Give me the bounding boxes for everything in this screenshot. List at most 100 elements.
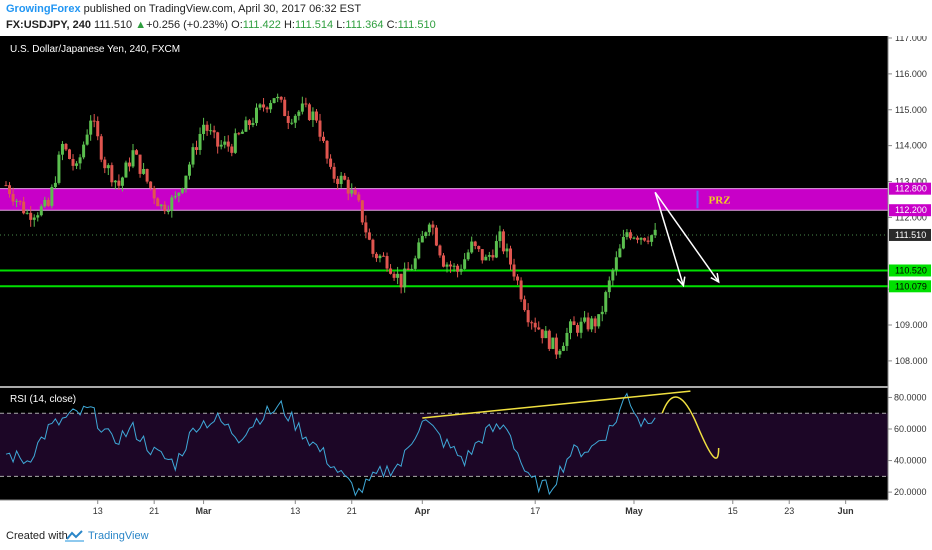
up-arrow-icon: ▲	[135, 19, 147, 31]
projection-arrow-1	[654, 192, 685, 286]
candle-body-5	[22, 201, 26, 214]
candle-body-58	[209, 130, 213, 132]
candle-body-83	[297, 111, 301, 116]
candle-body-144	[512, 264, 516, 277]
candle-body-72	[258, 104, 262, 108]
candle-body-84	[300, 103, 304, 112]
tradingview-logo-icon	[65, 530, 84, 542]
price-level-badge-1	[889, 204, 931, 217]
candle-body-41	[149, 181, 153, 188]
candle-body-42	[152, 187, 156, 199]
low-value: 111.364	[345, 19, 384, 31]
time-tick-label-6: 17	[530, 506, 540, 516]
candle-body-147	[523, 299, 527, 311]
symbol-label: FX:USDJPY, 240	[6, 19, 91, 31]
candle-body-33	[120, 177, 124, 186]
candle-body-48	[173, 195, 177, 198]
rsi-tick-label-2: 40.0000	[894, 456, 927, 466]
candle-body-78	[279, 96, 283, 100]
candle-body-173	[614, 257, 618, 271]
candle-body-181	[643, 237, 647, 241]
publisher-name[interactable]: GrowingForex	[6, 3, 81, 15]
candle-body-19	[71, 158, 75, 166]
candle-body-4	[18, 200, 22, 202]
time-tick-label-9: 23	[784, 506, 794, 516]
candle-body-89	[318, 120, 322, 137]
price-tick-label-3: 114.000	[895, 141, 927, 151]
last-price: 111.510	[94, 19, 133, 31]
low-label: L:	[336, 19, 346, 31]
candle-body-7	[29, 212, 33, 220]
candle-body-53	[191, 147, 195, 165]
tradingview-brand-link[interactable]: TradingView	[88, 530, 149, 542]
candle-body-176	[625, 232, 629, 237]
chart-area[interactable]: U.S. Dollar/Japanese Yen, 240, FXCM RSI (…	[0, 36, 932, 520]
candle-body-179	[636, 237, 640, 240]
candle-body-95	[339, 175, 343, 184]
price-tick-label-2: 115.000	[895, 105, 927, 115]
candle-body-141	[501, 231, 505, 252]
candle-body-85	[304, 103, 308, 105]
candle-body-109	[389, 268, 393, 274]
candle-body-40	[145, 168, 149, 182]
candle-body-36	[131, 150, 135, 167]
candle-body-39	[142, 168, 146, 174]
candle-body-82	[293, 115, 297, 123]
candle-body-102	[364, 222, 368, 233]
candle-body-49	[177, 192, 181, 196]
candle-body-171	[607, 280, 611, 293]
candle-body-167	[593, 318, 597, 327]
candle-body-103	[367, 232, 371, 240]
candle-body-29	[106, 165, 110, 169]
price-tick-label-0: 117.000	[895, 36, 927, 43]
close-value: 111.510	[397, 19, 436, 31]
candle-body-34	[124, 162, 128, 178]
candle-body-62	[223, 141, 227, 145]
candle-body-152	[540, 329, 544, 339]
rsi-trendline	[422, 390, 691, 419]
close-label: C:	[386, 19, 398, 31]
candle-body-97	[346, 179, 350, 194]
candle-body-75	[269, 103, 273, 110]
price-level-label-3: 110.520	[895, 265, 927, 275]
candle-body-148	[526, 310, 530, 323]
candle-body-122	[434, 227, 438, 246]
candle-body-93	[332, 166, 336, 179]
candle-body-64	[230, 146, 234, 153]
candle-body-124	[441, 255, 445, 267]
candle-body-51	[184, 175, 188, 189]
candle-body-80	[286, 116, 290, 123]
time-tick-label-0: 13	[93, 506, 103, 516]
time-tick-label-4: 21	[347, 506, 357, 516]
candle-body-125	[445, 264, 449, 267]
candle-body-20	[75, 163, 79, 166]
rsi-tick-label-3: 20.0000	[894, 487, 927, 497]
candle-body-184	[653, 229, 657, 236]
time-tick-label-5: Apr	[415, 506, 431, 516]
candle-body-74	[265, 107, 269, 110]
candle-body-134	[477, 245, 481, 250]
price-tick-label-4: 113.000	[895, 177, 927, 187]
time-tick-label-8: 15	[728, 506, 738, 516]
candle-body-113	[403, 268, 407, 288]
price-level-badge-0	[889, 182, 931, 195]
candle-body-63	[226, 141, 230, 147]
candle-body-121	[431, 224, 435, 228]
price-pane-background	[0, 36, 888, 386]
candle-body-115	[410, 268, 414, 271]
price-level-label-1: 112.200	[895, 205, 927, 215]
open-value: 111.422	[242, 19, 281, 31]
candle-body-90	[322, 136, 326, 141]
price-change: +0.256 (+0.23%)	[146, 19, 229, 31]
candle-body-81	[290, 122, 294, 124]
candle-body-31	[113, 180, 117, 183]
candle-body-178	[632, 237, 636, 239]
price-level-badge-3	[889, 264, 931, 277]
price-tick-label-7: 109.000	[895, 320, 928, 330]
candle-body-160	[568, 321, 572, 333]
candle-body-54	[195, 147, 199, 150]
candle-body-101	[360, 200, 364, 223]
candle-body-15	[57, 154, 61, 183]
candle-body-55	[198, 133, 202, 150]
candle-body-27	[99, 136, 103, 160]
